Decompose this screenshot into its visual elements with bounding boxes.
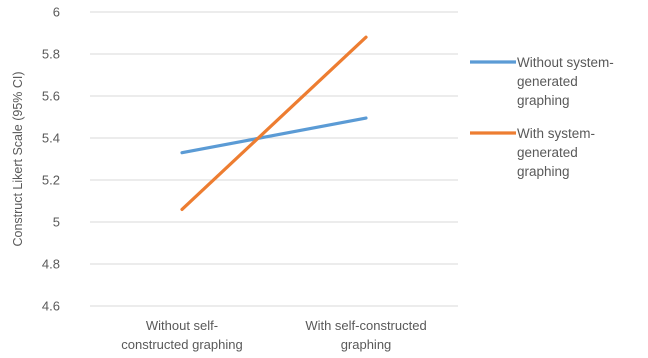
y-tick-label: 4.8 xyxy=(42,257,60,272)
legend-label: With system-generated graphing xyxy=(517,126,595,179)
y-tick-label: 4.6 xyxy=(42,299,60,314)
y-tick-label: 5 xyxy=(53,215,60,230)
x-tick-label: Without self-constructed graphing xyxy=(121,318,242,352)
series-line-1 xyxy=(180,116,368,155)
legend-label: Without system-generated graphing xyxy=(517,55,614,108)
series-line-2 xyxy=(180,35,368,211)
y-axis-ticks: 4.6 4.8 5 5.2 5.4 5.6 5.8 6 xyxy=(42,5,60,314)
y-tick-label: 6 xyxy=(53,5,60,20)
y-axis-title: Construct Likert Scale (95% CI) xyxy=(11,71,25,246)
y-tick-label: 5.2 xyxy=(42,173,60,188)
legend: Without system-generated graphing With sys… xyxy=(470,55,614,179)
series-lines xyxy=(180,35,368,211)
y-tick-label: 5.8 xyxy=(42,47,60,62)
x-tick-label: With self-constructed graphing xyxy=(305,318,426,352)
y-tick-label: 5.6 xyxy=(42,89,60,104)
x-axis-ticks: Without self-constructed graphing With se… xyxy=(121,318,426,352)
gridlines xyxy=(90,11,458,307)
y-tick-label: 5.4 xyxy=(42,131,60,146)
